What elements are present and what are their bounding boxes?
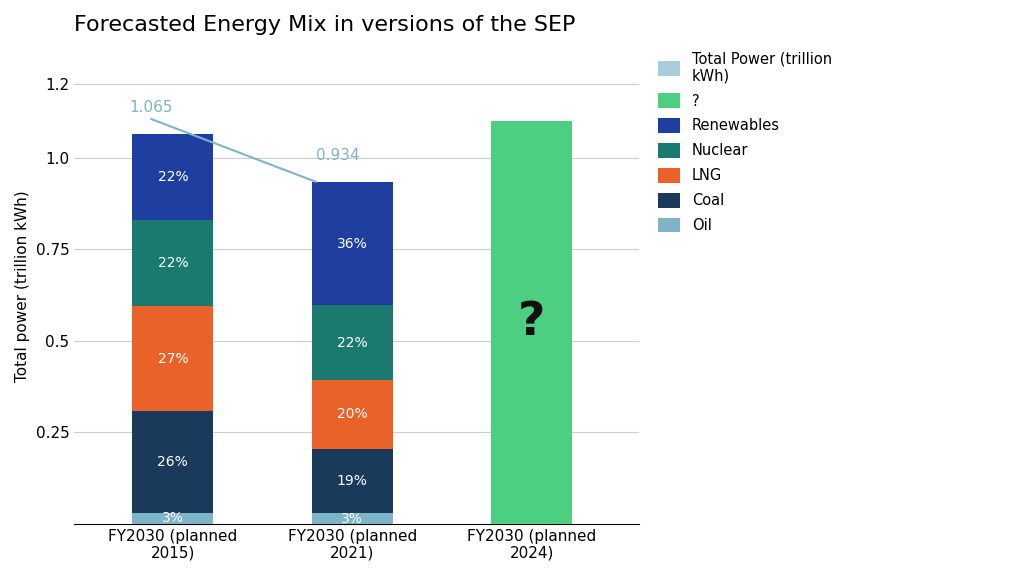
Text: 27%: 27% <box>158 351 188 366</box>
Text: 36%: 36% <box>337 237 368 251</box>
Text: 22%: 22% <box>337 336 368 350</box>
Bar <box>312 380 393 449</box>
Text: 22%: 22% <box>158 170 188 184</box>
Bar <box>132 411 213 513</box>
Text: 22%: 22% <box>158 256 188 270</box>
Text: 3%: 3% <box>341 511 364 526</box>
Y-axis label: Total power (trillion kWh): Total power (trillion kWh) <box>15 190 30 381</box>
Text: ?: ? <box>518 300 546 345</box>
Text: 0.934: 0.934 <box>316 149 359 164</box>
Bar <box>132 220 213 306</box>
Bar <box>312 449 393 513</box>
Legend: Total Power (trillion
kWh), ?, Renewables, Nuclear, LNG, Coal, Oil: Total Power (trillion kWh), ?, Renewable… <box>652 46 838 239</box>
Bar <box>132 306 213 411</box>
Bar <box>132 134 213 220</box>
Bar <box>312 513 393 524</box>
Bar <box>312 305 393 380</box>
Text: 19%: 19% <box>337 474 368 488</box>
Bar <box>132 513 213 524</box>
Bar <box>492 121 572 524</box>
Text: 1.065: 1.065 <box>130 100 173 115</box>
Text: 26%: 26% <box>158 455 188 469</box>
Text: Forecasted Energy Mix in versions of the SEP: Forecasted Energy Mix in versions of the… <box>74 15 575 35</box>
Bar <box>312 182 393 305</box>
Text: 20%: 20% <box>337 407 368 422</box>
Text: 3%: 3% <box>162 511 184 525</box>
